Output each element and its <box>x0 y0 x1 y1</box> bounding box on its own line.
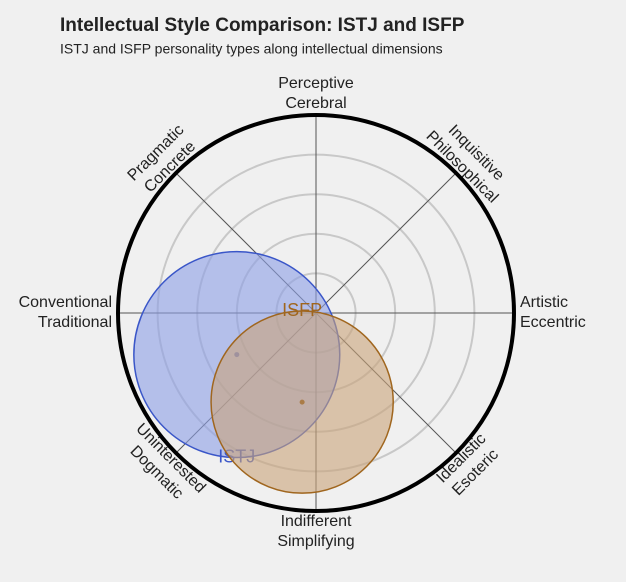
axis-label: Eccentric <box>520 314 586 331</box>
chart-subtitle: ISTJ and ISFP personality types along in… <box>60 41 443 57</box>
type-label: ISFP <box>282 300 322 320</box>
axis-label: Indifferent <box>281 513 352 530</box>
axis-label: Perceptive <box>278 75 354 92</box>
axis-label: Conventional <box>19 294 112 311</box>
axis-label: Traditional <box>38 314 112 331</box>
chart-title: Intellectual Style Comparison: ISTJ and … <box>60 15 465 36</box>
axis-label: Simplifying <box>277 533 354 550</box>
type-center <box>299 399 305 405</box>
axis-label: Artistic <box>520 294 568 311</box>
outer-ring <box>116 113 516 513</box>
axis-line <box>315 172 457 314</box>
axis-label: Cerebral <box>285 95 346 112</box>
